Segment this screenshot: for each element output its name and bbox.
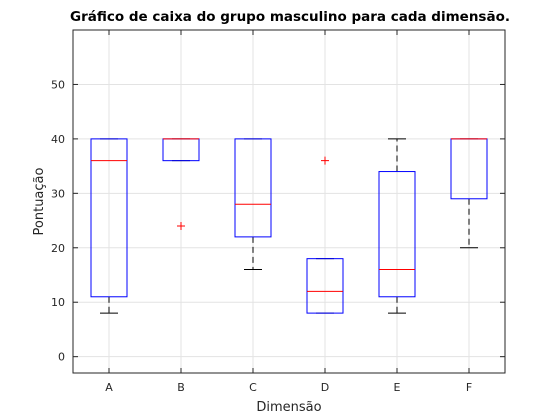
box-body — [378, 171, 416, 298]
y-tick-label: 0 — [58, 351, 65, 364]
box-body — [306, 258, 344, 314]
y-axis-label: Pontuação — [32, 167, 47, 235]
y-tick-label: 50 — [51, 78, 65, 91]
outlier-marker — [177, 222, 185, 230]
box-D — [306, 156, 344, 314]
outlier-marker — [321, 156, 329, 165]
x-tick-label: F — [466, 381, 472, 394]
box-E — [378, 138, 416, 314]
boxes — [90, 138, 488, 314]
x-tick-label: B — [177, 381, 185, 394]
y-tick-label: 10 — [51, 296, 65, 309]
x-tick-label: C — [249, 381, 257, 394]
box-body — [90, 138, 128, 298]
x-tick-label: D — [321, 381, 329, 394]
y-tick-label: 20 — [51, 242, 65, 255]
box-C — [234, 138, 272, 271]
axis-ticks: 0 10 20 30 40 50 A B C D E F — [51, 30, 505, 394]
x-axis-label: Dimensão — [256, 400, 321, 415]
box-F — [450, 138, 488, 249]
chart-title: Gráfico de caixa do grupo masculino para… — [70, 9, 510, 25]
y-tick-label: 40 — [51, 133, 65, 146]
box-A — [90, 138, 128, 314]
box-B — [162, 138, 200, 230]
grid — [73, 30, 505, 373]
x-tick-label: E — [394, 381, 401, 394]
y-tick-label: 30 — [51, 187, 65, 200]
plot-frame — [72, 29, 506, 374]
x-tick-label: A — [105, 381, 113, 394]
box-body — [234, 138, 272, 238]
